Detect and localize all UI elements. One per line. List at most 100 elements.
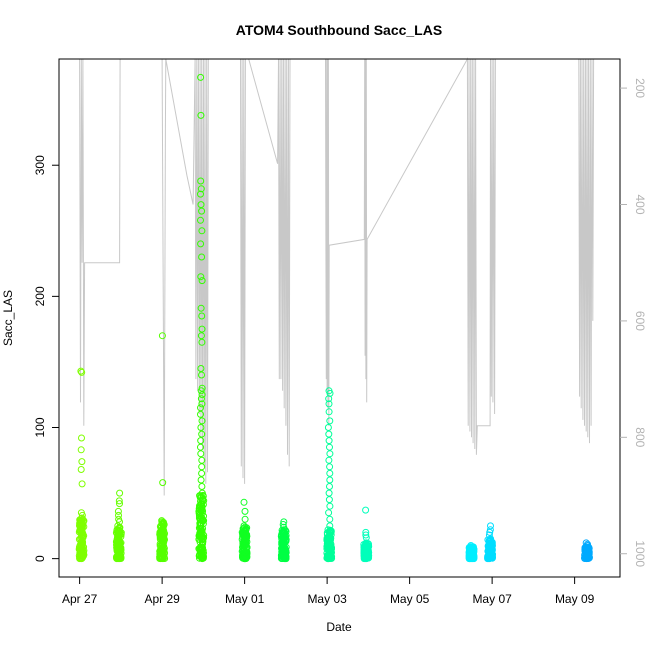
data-point-outlier [584,542,592,549]
cluster [277,518,290,563]
data-point-outlier [198,277,206,285]
data-point-outlier [326,450,334,458]
data-point-outlier [197,437,205,445]
data-point-outlier [116,500,123,508]
data-point-outlier [197,387,205,395]
data-point [240,525,248,533]
data-point-outlier [197,365,205,372]
data-point [198,489,206,497]
cluster [112,489,125,563]
data-point [325,527,333,535]
x-tick-label: May 07 [472,592,512,606]
cluster [195,73,208,563]
data-point-outlier [198,371,205,379]
data-point-outlier [486,528,494,536]
data-point [240,522,248,530]
right-axis: 200 400 600 800 1000 [620,78,647,567]
data-point-outlier [325,395,333,403]
data-point-outlier [326,522,334,530]
y-tick-label: 100 [33,417,47,437]
data-point-outlier [197,404,204,412]
data-point [281,528,288,536]
right-tick-label: 200 [633,78,647,98]
data-points [75,73,593,563]
data-point [116,523,123,531]
data-point-outlier [77,466,85,473]
data-point-outlier [197,216,204,224]
data-point-outlier [241,507,249,515]
data-point-outlier [326,417,334,425]
data-point-outlier [197,410,204,418]
depth-profile [79,57,595,496]
data-point [78,532,86,540]
data-point-outlier [198,325,206,333]
data-point-outlier [326,443,333,451]
depth-line [79,57,595,496]
data-point-outlier [326,463,334,471]
data-point-outlier [280,523,288,531]
data-point-outlier [326,483,333,490]
data-point [362,543,370,551]
data-point-outlier [78,480,86,488]
data-point [280,526,288,534]
data-point-outlier [78,458,86,466]
data-point [198,538,206,546]
x-tick-label: May 01 [225,592,265,606]
cluster [465,542,478,563]
plot-frame [58,58,621,578]
data-point [78,528,86,536]
data-point-outlier [198,400,206,408]
data-point-outlier [197,177,205,185]
x-axis-label: Date [326,620,352,634]
data-point-outlier [197,185,205,193]
data-point [324,526,332,534]
data-point-outlier [197,443,204,451]
data-point-outlier [197,201,205,209]
cluster [581,539,593,563]
data-point-outlier [198,253,206,261]
data-point-outlier [197,190,204,198]
data-point-outlier [197,332,205,340]
x-tick-label: May 03 [307,592,347,606]
data-point-outlier [197,476,205,484]
data-point-outlier [280,518,288,526]
data-point-outlier [77,446,85,454]
data-point [487,535,495,543]
data-point [78,525,86,533]
data-point-outlier [198,463,206,471]
data-point-outlier [325,400,333,408]
right-tick-label: 800 [633,427,647,447]
data-point-outlier [325,489,333,497]
data-point-outlier [198,227,206,235]
data-point [241,523,249,531]
data-point [78,540,85,548]
data-point-outlier [325,408,333,416]
data-point [77,527,85,535]
data-point-outlier [158,517,166,525]
data-point-outlier [241,515,249,523]
data-point-outlier [362,534,370,542]
data-point-outlier [197,304,205,312]
data-point-outlier [197,273,205,281]
x-axis: Apr 27 Apr 29 May 01 May 03 May 05 May 07 May … [62,577,595,606]
right-tick-label: 600 [633,311,647,331]
data-point-outlier [198,483,206,490]
data-point-outlier [487,522,494,530]
data-point-outlier [362,528,370,536]
data-point-outlier [325,509,333,517]
data-point-outlier [362,531,370,539]
data-point-outlier [326,515,334,523]
data-point-outlier [325,496,333,504]
data-point [114,536,122,543]
right-tick-label: 400 [633,194,647,214]
x-tick-label: Apr 27 [62,592,98,606]
data-point [279,527,287,535]
y-tick-label: 0 [33,555,47,562]
data-point-outlier [197,111,205,119]
data-point [79,551,87,559]
y-axis-label: Sacc_LAS [1,290,15,346]
y-axis: 0 100 200 300 [33,155,59,562]
cluster [75,367,88,563]
data-point-outlier [77,367,85,375]
